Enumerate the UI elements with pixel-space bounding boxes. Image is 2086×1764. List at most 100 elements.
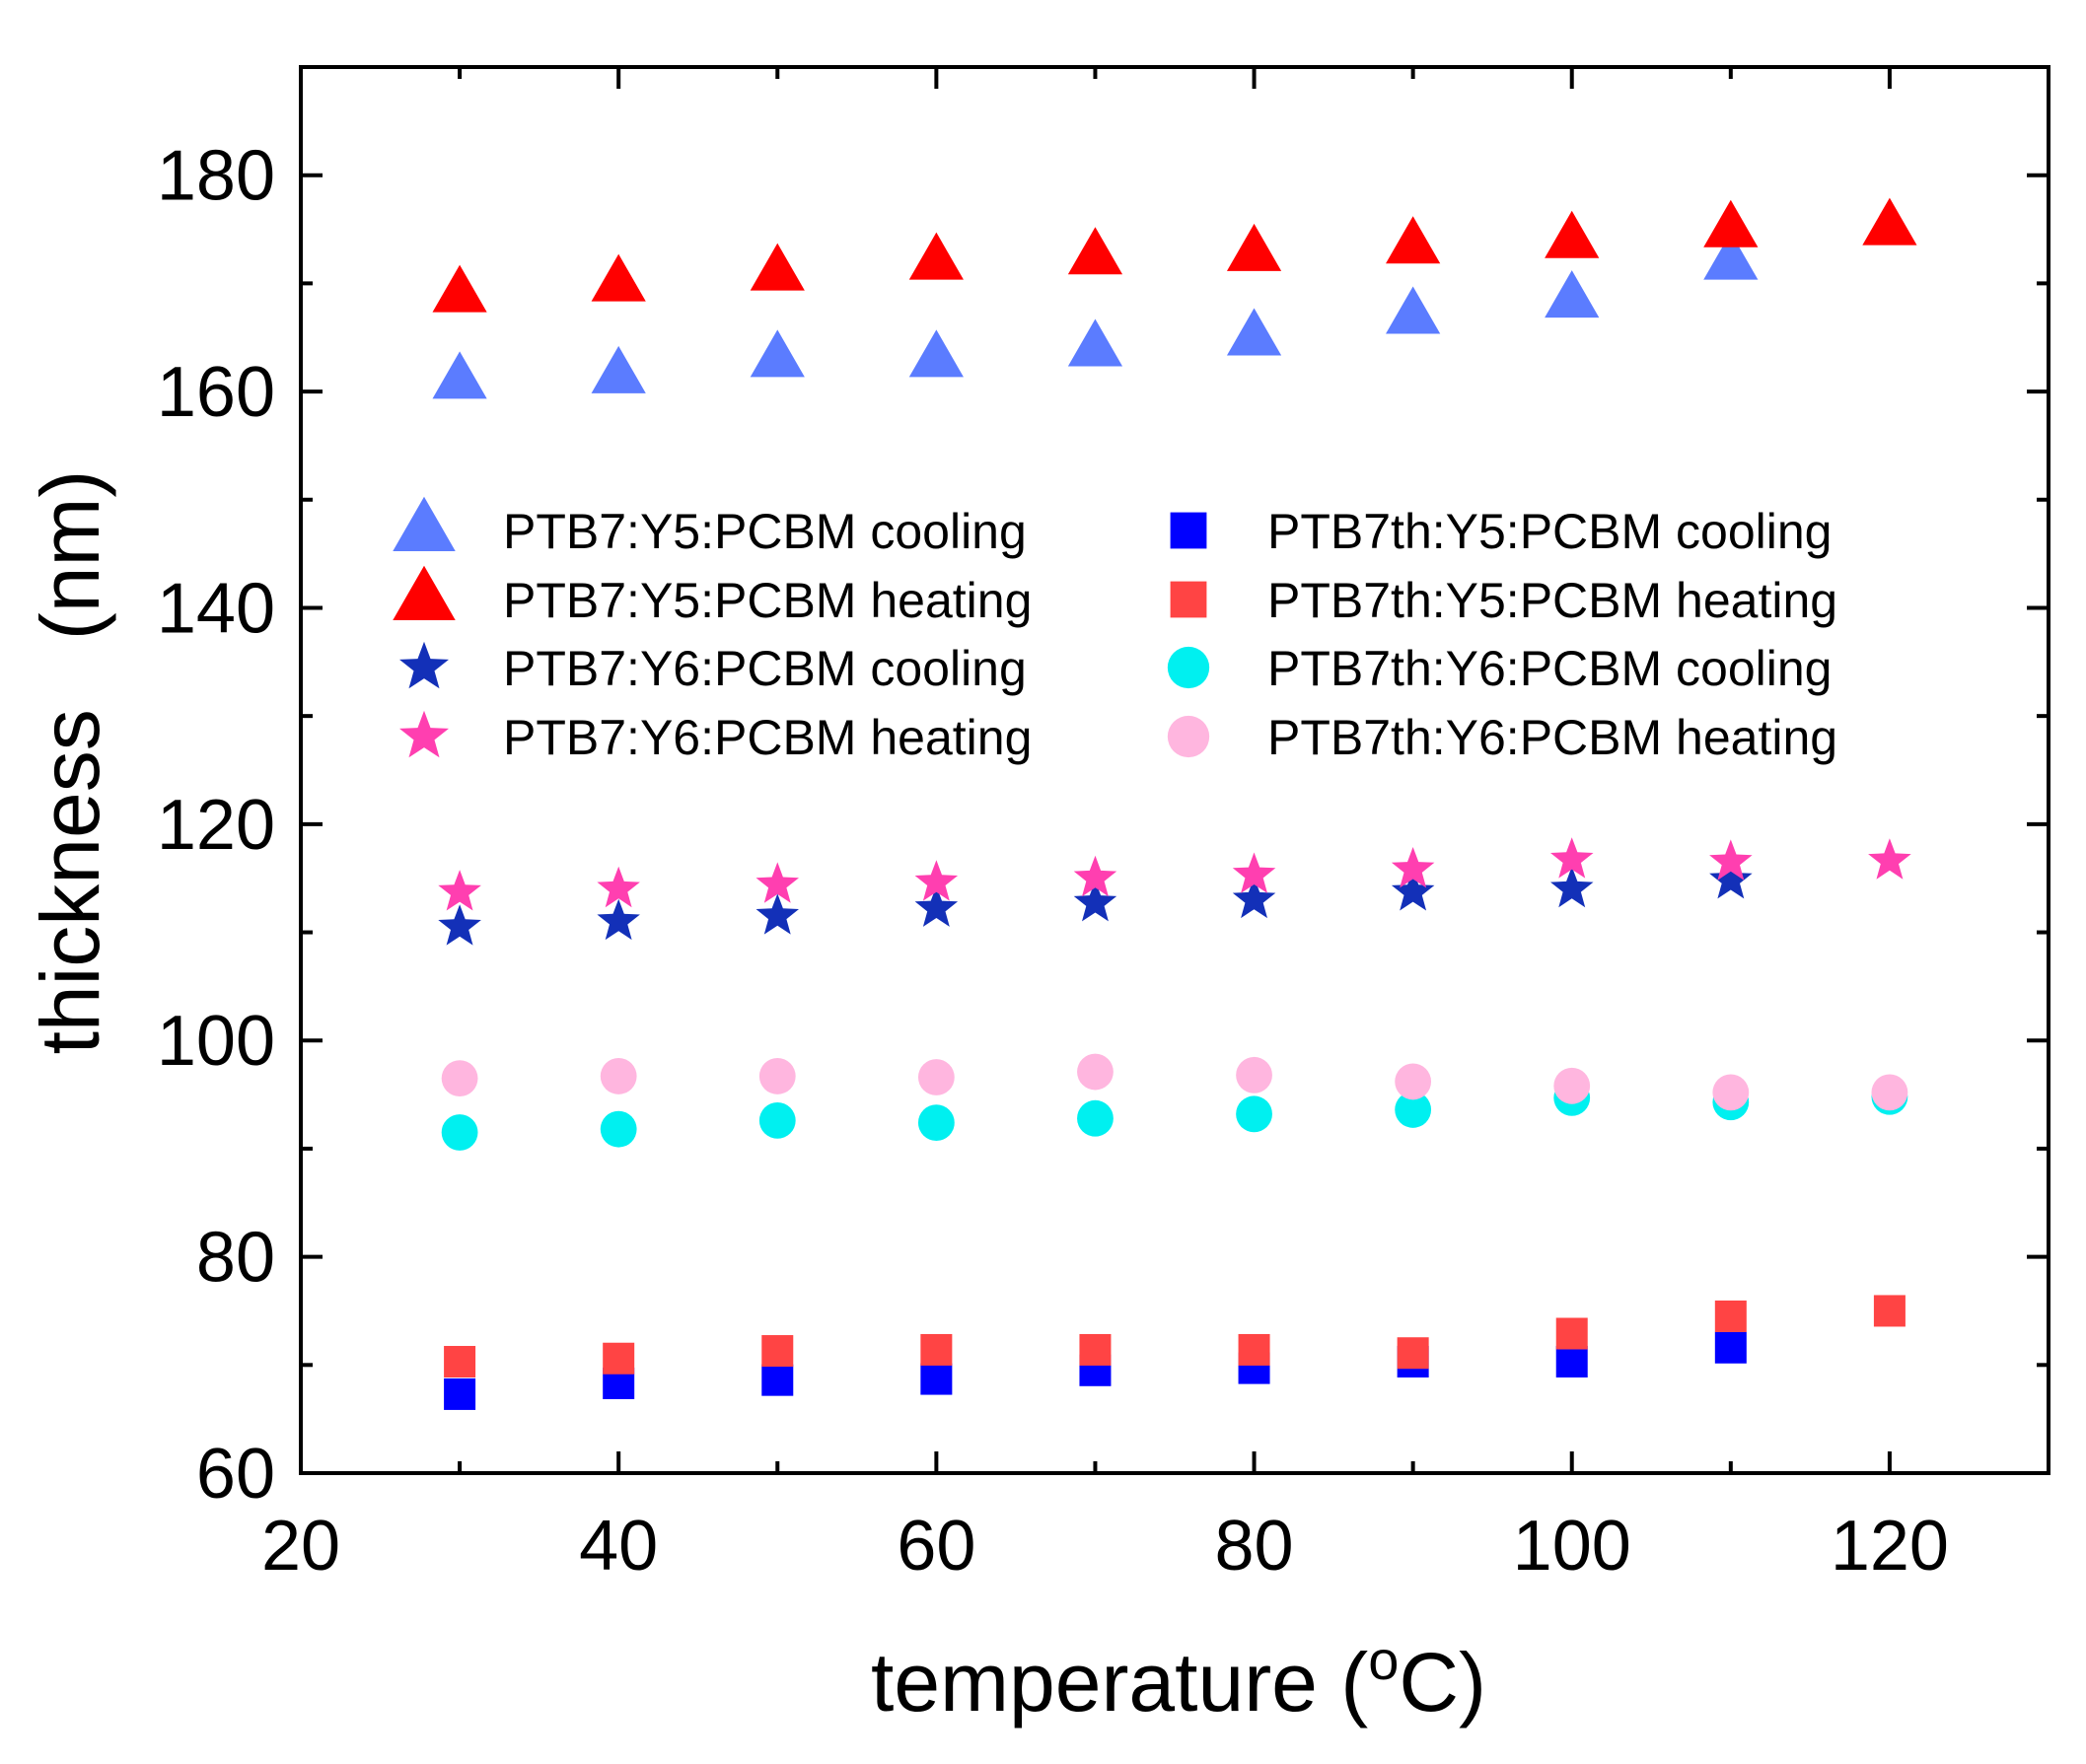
data-point — [1077, 1099, 1114, 1137]
legend-marker — [399, 641, 449, 689]
data-point — [908, 329, 964, 378]
data-point — [1712, 1074, 1750, 1111]
legend-label: PTB7:Y6:PCBM cooling — [503, 641, 1027, 696]
data-point — [761, 1364, 794, 1396]
data-point — [1545, 210, 1600, 258]
x-axis-title-degree: o — [1368, 1629, 1399, 1691]
series-ptb7-y6-pcbm-cooling — [438, 858, 1753, 946]
data-point — [441, 1114, 478, 1151]
data-point — [1550, 837, 1594, 879]
legend-item-ptb7-y5-pcbm-heating: PTB7:Y5:PCBM heating — [393, 565, 1032, 628]
data-point — [432, 264, 487, 313]
legend-label: PTB7:Y5:PCBM cooling — [503, 504, 1027, 559]
data-point — [1709, 858, 1753, 899]
series-ptb7-y6-pcbm-heating — [438, 837, 1911, 911]
legend-marker — [393, 565, 456, 620]
data-point — [1714, 1300, 1747, 1332]
x-axis-title: temperature (oC) — [871, 1629, 1486, 1729]
data-point — [1236, 1095, 1272, 1133]
data-point — [597, 898, 640, 941]
legend: PTB7:Y5:PCBM cooling PTB7:Y5:PCBM heating… — [393, 496, 1837, 765]
y-tick-label: 140 — [157, 569, 275, 648]
data-point — [758, 1102, 796, 1139]
data-point — [1868, 838, 1911, 880]
x-tick-label: 120 — [1831, 1507, 1949, 1586]
data-point — [917, 1104, 955, 1141]
data-point — [1709, 839, 1753, 881]
legend-marker — [1167, 715, 1210, 758]
data-point — [1236, 1056, 1272, 1094]
data-point — [1073, 881, 1117, 922]
data-point — [438, 870, 481, 911]
data-point — [1067, 318, 1123, 367]
data-point — [920, 1363, 953, 1395]
data-point — [1873, 1295, 1906, 1327]
data-point — [908, 232, 964, 280]
data-point — [1391, 870, 1435, 911]
data-point — [600, 1058, 637, 1094]
data-point — [920, 1333, 953, 1366]
data-point — [603, 1342, 635, 1375]
legend-label: PTB7th:Y6:PCBM heating — [1267, 710, 1837, 765]
data-point — [914, 885, 959, 927]
data-point — [1077, 1053, 1114, 1091]
data-point — [755, 862, 799, 903]
series-ptb7th-y6-pcbm-heating — [441, 1053, 1908, 1111]
x-tick-label: 20 — [261, 1507, 340, 1586]
x-axis-title-unit: C) — [1399, 1636, 1486, 1729]
y-tick-label: 160 — [157, 353, 275, 432]
data-point — [1550, 866, 1594, 908]
legend-item-ptb7-y6-pcbm-cooling: PTB7:Y6:PCBM cooling — [399, 641, 1027, 696]
legend-label: PTB7th:Y6:PCBM cooling — [1267, 641, 1833, 696]
legend-item-ptb7-y5-pcbm-cooling: PTB7:Y5:PCBM cooling — [393, 496, 1027, 559]
data-point — [1386, 286, 1441, 334]
legend-label: PTB7th:Y5:PCBM heating — [1267, 573, 1837, 628]
data-point — [1067, 227, 1123, 275]
y-tick-label: 100 — [157, 1002, 275, 1081]
plot-frame — [299, 65, 2050, 1475]
data-point — [1714, 1331, 1747, 1364]
data-point — [444, 1346, 476, 1378]
legend-item-ptb7th-y6-pcbm-cooling: PTB7th:Y6:PCBM cooling — [1167, 641, 1833, 696]
x-tick-label: 40 — [579, 1507, 658, 1586]
x-tick-label: 100 — [1513, 1507, 1631, 1586]
data-point — [755, 893, 799, 935]
data-point — [432, 351, 487, 399]
data-point — [758, 1058, 796, 1094]
legend-label: PTB7th:Y5:PCBM cooling — [1267, 504, 1833, 559]
y-tick-label: 120 — [157, 786, 275, 865]
data-point — [438, 904, 481, 946]
data-point — [1386, 216, 1441, 264]
series-ptb7-y5-pcbm-cooling — [432, 232, 1759, 399]
data-point — [1397, 1337, 1429, 1370]
data-point — [1862, 197, 1917, 246]
legend-item-ptb7-y6-pcbm-heating: PTB7:Y6:PCBM heating — [399, 710, 1032, 765]
legend-marker — [1167, 646, 1210, 689]
data-point — [591, 345, 646, 393]
data-point — [597, 866, 640, 908]
y-axis-title: thickness (nm) — [24, 470, 116, 1055]
data-point — [1079, 1333, 1112, 1366]
data-point — [914, 860, 959, 901]
data-point — [1232, 852, 1276, 893]
data-point — [1555, 1346, 1588, 1378]
data-point — [1238, 1333, 1270, 1366]
data-markers — [432, 197, 1917, 1410]
legend-item-ptb7th-y5-pcbm-cooling: PTB7th:Y5:PCBM cooling — [1170, 504, 1833, 559]
legend-item-ptb7th-y6-pcbm-heating: PTB7th:Y6:PCBM heating — [1167, 710, 1837, 765]
x-tick-label: 60 — [897, 1507, 975, 1586]
y-tick-label: 180 — [157, 137, 275, 216]
data-point — [1703, 232, 1759, 280]
x-axis-title-text: temperature ( — [871, 1636, 1368, 1729]
legend-label: PTB7:Y5:PCBM heating — [503, 573, 1032, 628]
data-point — [1073, 855, 1117, 897]
data-point — [1553, 1067, 1591, 1104]
legend-marker — [399, 710, 449, 758]
axes: 20 40 60 80 100 120 60 80 100 120 140 160 180 — [157, 65, 2050, 1586]
data-point — [1391, 847, 1435, 888]
data-point — [917, 1059, 955, 1095]
data-point — [1555, 1317, 1588, 1350]
y-tick-label: 60 — [196, 1435, 275, 1514]
